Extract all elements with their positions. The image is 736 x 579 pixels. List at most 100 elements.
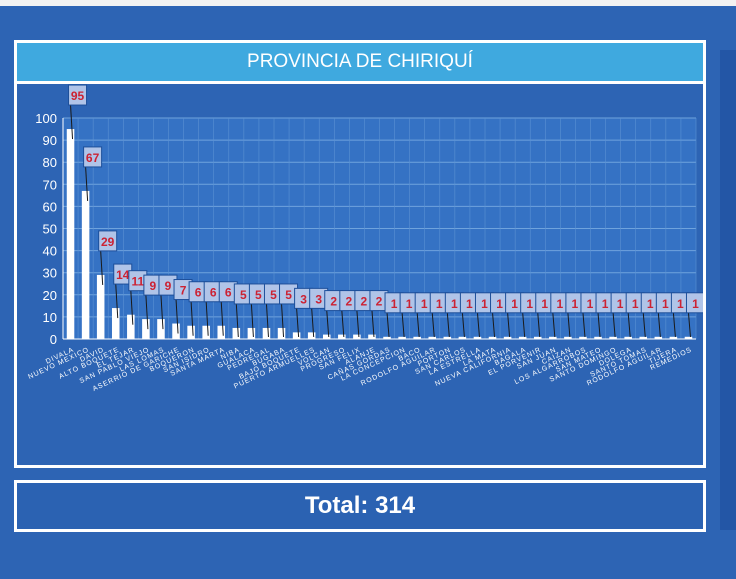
label-leader [145,295,149,330]
y-tick-label: 100 [35,111,57,126]
data-label: 1 [572,297,579,311]
bar [488,336,497,339]
data-label: 1 [466,297,473,311]
data-label-box [685,292,703,314]
data-label: 5 [270,288,277,302]
data-label: 1 [587,297,594,311]
data-label: 1 [556,297,563,311]
label-leader [311,308,315,338]
data-label-box [68,84,88,106]
data-label-box [83,146,103,168]
label-leader [507,312,511,338]
data-label: 5 [255,288,262,302]
bar [413,336,421,339]
label-leader [130,290,134,325]
bar [624,336,632,339]
bar [609,336,617,339]
bar [96,274,105,339]
data-label: 1 [541,297,548,311]
data-label: 11 [131,275,144,289]
label-leader [100,250,104,285]
bar [111,308,120,339]
right-decoration [720,50,736,530]
label-leader [657,312,661,338]
data-label: 3 [300,292,307,306]
label-leader [341,310,345,338]
data-label: 1 [511,297,518,311]
data-label: 5 [285,288,292,302]
label-leader [70,105,74,140]
label-leader [250,303,254,338]
bar [232,327,241,339]
bar [157,319,165,339]
bar [639,336,648,339]
bar [549,336,557,339]
bar [81,190,90,339]
data-label: 1 [481,297,488,311]
y-tick-label: 20 [43,288,57,303]
bar [533,336,542,339]
data-label: 14 [116,268,130,282]
bar [277,327,286,339]
chart-panel: PROVINCIA DE CHIRIQUÍ 0 10 20 30 40 50 60 70 80 9… [14,40,706,468]
data-label: 29 [101,235,115,249]
label-leader [597,312,601,338]
data-label: 7 [180,284,187,298]
y-tick-label: 10 [43,310,57,325]
data-label: 95 [71,89,85,103]
data-label: 1 [662,297,669,311]
data-label: 1 [436,297,443,311]
bar [684,336,693,339]
bar [322,334,331,339]
total-label: Total: 314 [304,492,416,519]
data-label: 6 [195,286,202,300]
data-label: 1 [406,297,413,311]
data-label: 1 [677,297,684,311]
label-leader [401,312,405,338]
label-leader [115,284,119,319]
label-leader [175,299,179,334]
bar [383,336,391,339]
bar [428,336,437,339]
data-label: 6 [210,286,217,300]
label-leader [552,312,556,338]
data-label: 2 [330,295,337,309]
bar [398,336,406,339]
data-label: 1 [617,297,624,311]
label-leader [612,312,616,338]
y-tick-label: 90 [43,133,57,148]
y-tick-label: 70 [43,177,57,192]
y-tick-label: 30 [43,266,57,281]
label-leader [627,312,631,338]
label-leader [492,312,496,338]
data-label: 1 [692,297,699,311]
data-label: 1 [602,297,609,311]
label-leader [371,310,375,338]
chart-title: PROVINCIA DE CHIRIQUÍ [17,43,703,84]
data-label: 9 [165,279,172,293]
label-leader [220,301,224,336]
data-label: 1 [451,297,458,311]
data-label: 1 [391,297,398,311]
label-leader [476,312,480,338]
data-label: 3 [315,292,322,306]
bar [564,336,572,339]
data-label: 2 [361,295,368,309]
bar [654,336,663,339]
label-leader [235,303,239,338]
data-label: 1 [647,297,654,311]
bar [368,334,376,339]
label-leader [672,312,676,338]
bar [473,336,482,339]
y-tick-label: 0 [50,332,57,347]
bar [217,325,226,339]
label-leader [446,312,450,338]
data-label: 1 [526,297,533,311]
y-tick-label: 80 [43,155,57,170]
bar [307,332,316,339]
data-label: 2 [376,295,383,309]
label-leader [642,312,646,338]
total-box: Total: 314 [14,480,706,532]
bar [353,334,361,339]
